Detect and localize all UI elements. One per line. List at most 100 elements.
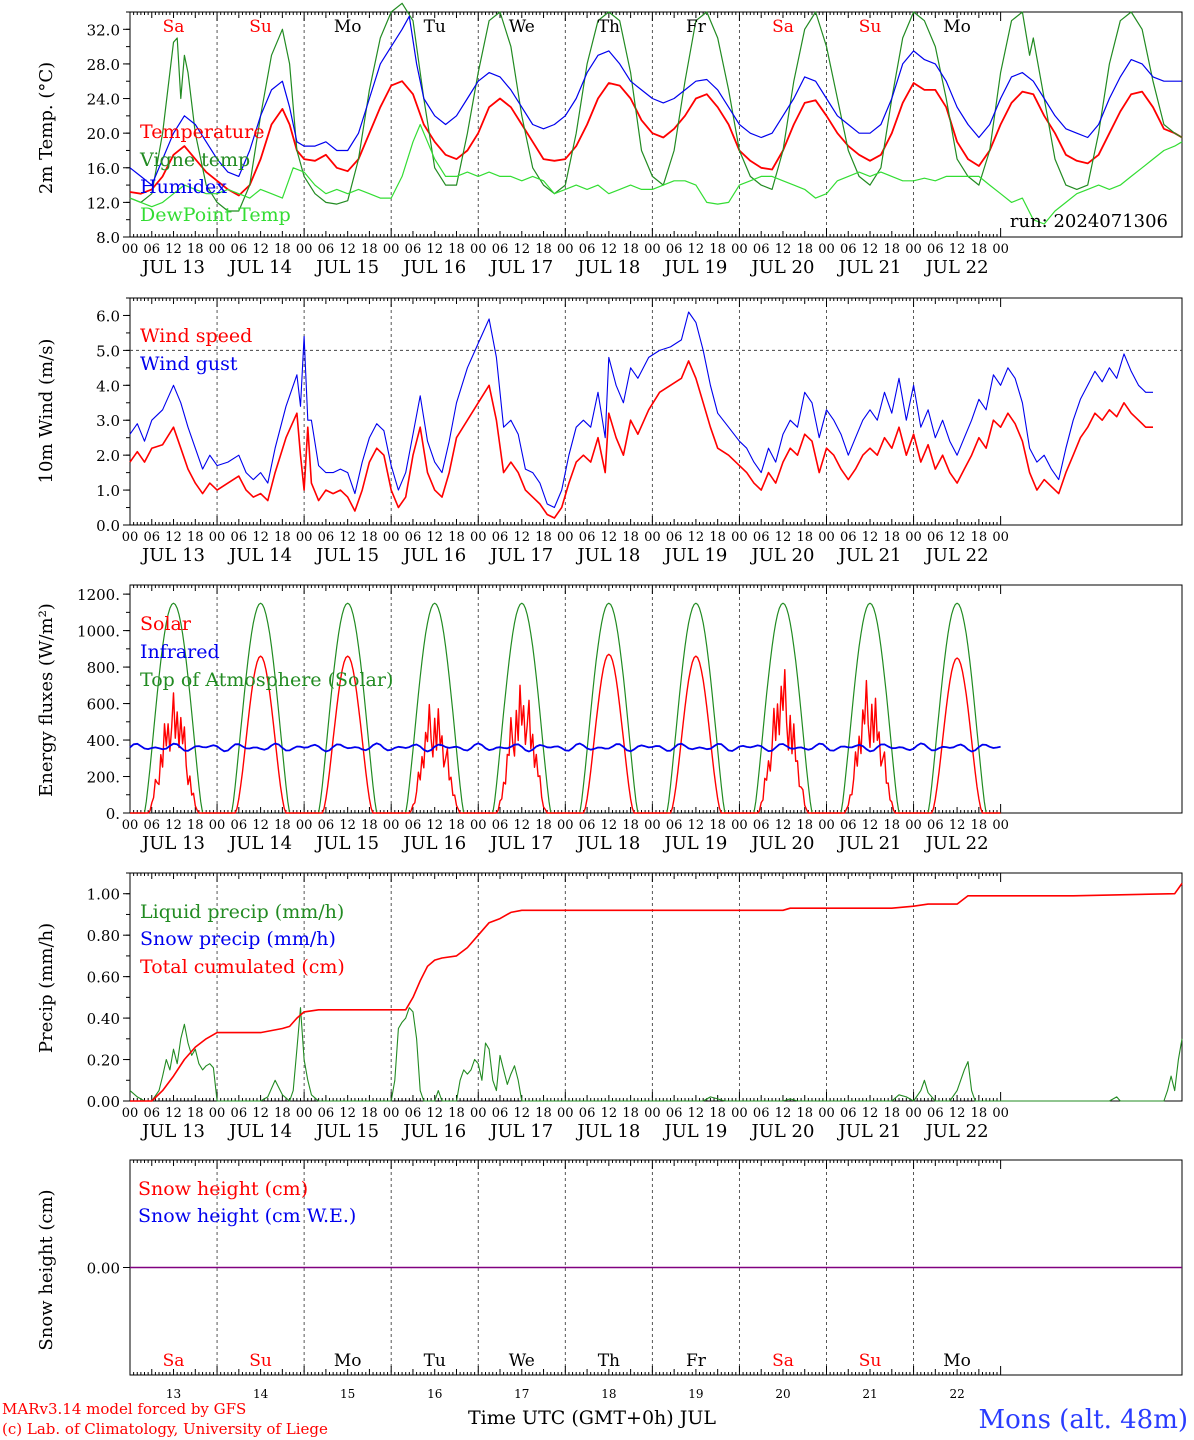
date-tick-label: JUL 20 <box>749 1121 814 1142</box>
date-tick-label: JUL 16 <box>401 1121 466 1142</box>
hour-tick-label: 18 <box>709 530 726 545</box>
run-label: run: 2024071306 <box>1010 211 1168 232</box>
day-number-label: 22 <box>949 1387 964 1401</box>
lab-credit: (c) Lab. of Climatology, University of L… <box>2 1420 328 1438</box>
y-tick-label: 800. <box>87 659 120 677</box>
hour-tick-label: 12 <box>601 1106 618 1121</box>
legend-entry: DewPoint Temp <box>140 204 291 226</box>
hour-tick-label: 00 <box>470 242 487 257</box>
weekday-label: We <box>509 1351 535 1371</box>
hour-tick-label: 12 <box>862 530 879 545</box>
date-tick-label: JUL 17 <box>488 1121 553 1142</box>
hour-tick-label: 18 <box>796 530 813 545</box>
hour-tick-label: 06 <box>231 242 248 257</box>
y-tick-label: 1000. <box>77 623 120 641</box>
hour-tick-label: 06 <box>405 242 422 257</box>
hour-tick-label: 12 <box>949 530 966 545</box>
hour-tick-label: 06 <box>753 242 770 257</box>
y-tick-label: 0.40 <box>87 1010 120 1028</box>
hour-tick-label: 06 <box>927 818 944 833</box>
station-name: Mons (alt. 48m) <box>979 1405 1188 1435</box>
hour-tick-label: 06 <box>927 1106 944 1121</box>
legend-entry: Snow height (cm) <box>138 1178 308 1200</box>
weekday-label: We <box>509 17 535 37</box>
weekday-label: Fr <box>686 1351 707 1371</box>
hour-tick-label: 12 <box>339 242 356 257</box>
hour-tick-label: 06 <box>143 242 160 257</box>
hour-tick-label: 06 <box>492 242 509 257</box>
y-axis-title: 2m Temp. (°C) <box>36 62 57 194</box>
date-tick-label: JUL 19 <box>662 545 727 566</box>
hour-tick-label: 00 <box>644 818 661 833</box>
hour-tick-label: 18 <box>448 530 465 545</box>
date-tick-label: JUL 21 <box>837 833 902 854</box>
date-tick-label: JUL 17 <box>488 833 553 854</box>
hour-tick-label: 12 <box>688 530 705 545</box>
hour-tick-label: 18 <box>884 530 901 545</box>
hour-tick-label: 06 <box>405 818 422 833</box>
series-vigne-temp <box>129 2 1183 212</box>
y-tick-label: 1.0 <box>96 482 120 500</box>
hour-tick-label: 12 <box>514 818 531 833</box>
y-tick-label: 2.0 <box>96 447 120 465</box>
hour-tick-label: 12 <box>601 818 618 833</box>
hour-tick-label: 06 <box>143 818 160 833</box>
date-tick-label: JUL 18 <box>575 257 640 278</box>
hour-tick-label: 00 <box>557 242 574 257</box>
weekday-label: Fr <box>686 17 707 37</box>
hour-tick-label: 18 <box>361 242 378 257</box>
date-tick-label: JUL 21 <box>837 545 902 566</box>
hour-tick-label: 12 <box>252 1106 269 1121</box>
hour-tick-label: 00 <box>122 242 139 257</box>
date-tick-label: JUL 13 <box>140 257 205 278</box>
hour-tick-label: 12 <box>775 242 792 257</box>
weekday-label: Mo <box>943 17 971 37</box>
date-tick-label: JUL 17 <box>488 545 553 566</box>
hour-tick-label: 06 <box>231 1106 248 1121</box>
hour-tick-label: 18 <box>971 818 988 833</box>
legend-entry: Wind speed <box>140 325 252 347</box>
hour-tick-label: 18 <box>448 242 465 257</box>
y-tick-label: 0.60 <box>87 969 120 987</box>
hour-tick-label: 00 <box>818 242 835 257</box>
hour-tick-label: 00 <box>731 818 748 833</box>
series-temperature <box>129 80 1183 197</box>
series-infrared <box>129 742 1001 753</box>
date-tick-label: JUL 19 <box>662 833 727 854</box>
hour-tick-label: 06 <box>231 818 248 833</box>
weekday-label: Tu <box>424 1351 446 1371</box>
y-tick-label: 1200. <box>77 586 120 604</box>
hour-tick-label: 18 <box>187 242 204 257</box>
hour-tick-label: 00 <box>731 242 748 257</box>
x-axis-title: Time UTC (GMT+0h) JUL <box>468 1407 716 1429</box>
hour-tick-label: 18 <box>796 242 813 257</box>
hour-tick-label: 18 <box>709 818 726 833</box>
series-solar <box>130 653 1001 814</box>
series-wind-gust <box>129 311 1153 509</box>
y-tick-label: 600. <box>87 696 120 714</box>
hour-tick-label: 00 <box>818 1106 835 1121</box>
hour-tick-label: 00 <box>296 818 313 833</box>
y-tick-label: 0.20 <box>87 1052 120 1070</box>
legend-entry: Vigne temp <box>139 149 250 171</box>
date-tick-label: JUL 13 <box>140 1121 205 1142</box>
hour-tick-label: 00 <box>296 530 313 545</box>
day-number-label: 17 <box>514 1387 529 1401</box>
hour-tick-label: 18 <box>535 1106 552 1121</box>
hour-tick-label: 00 <box>731 530 748 545</box>
hour-tick-label: 12 <box>688 818 705 833</box>
series-humidex <box>129 15 1182 186</box>
hour-tick-label: 12 <box>862 1106 879 1121</box>
hour-tick-label: 06 <box>492 530 509 545</box>
weekday-label: Mo <box>334 17 362 37</box>
hour-tick-label: 12 <box>688 242 705 257</box>
weekday-label: Su <box>249 1351 272 1371</box>
date-tick-label: JUL 22 <box>924 257 989 278</box>
hour-tick-label: 12 <box>775 818 792 833</box>
hour-tick-label: 06 <box>753 1106 770 1121</box>
hour-tick-label: 12 <box>514 242 531 257</box>
hour-tick-label: 12 <box>688 1106 705 1121</box>
legend-entry: Snow precip (mm/h) <box>140 928 336 950</box>
hour-tick-label: 00 <box>905 1106 922 1121</box>
weekday-label: Th <box>598 17 620 37</box>
